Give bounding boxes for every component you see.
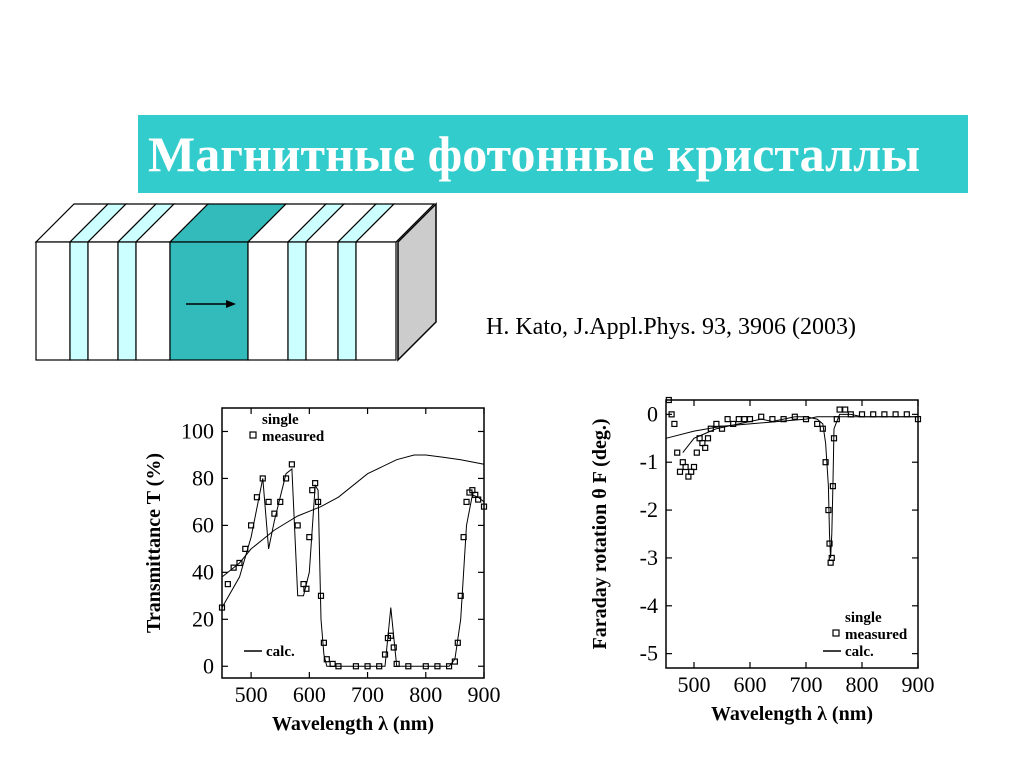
x-tick-label: 800 (846, 672, 879, 697)
measured-point (381, 651, 389, 658)
x-tick-label: 900 (468, 682, 501, 707)
y-axis-label: Faraday rotation θ F (deg.) (589, 419, 611, 650)
legend-square-marker (832, 629, 840, 637)
measured-point (303, 585, 310, 592)
x-tick-label: 800 (409, 682, 442, 707)
measured-point (690, 463, 698, 471)
measured-point (320, 639, 327, 646)
legend-square-marker (249, 431, 257, 439)
measured-point (758, 413, 765, 420)
slide-title: Магнитные фотонные кристаллы (148, 126, 921, 182)
measured-point (277, 498, 284, 506)
y-tick-label: -3 (640, 545, 658, 570)
measured-point (480, 503, 488, 510)
x-axis-label: Wavelength λ (nm) (711, 703, 873, 725)
y-tick-label: 60 (192, 512, 214, 537)
measured-point (724, 416, 731, 423)
layer-front-5 (169, 241, 249, 361)
measured-point (271, 510, 278, 517)
series-line-single (221, 454, 485, 578)
measured-point (668, 411, 675, 418)
stack-side-face (397, 202, 437, 362)
x-tick-label: 700 (351, 682, 384, 707)
series-line-single (665, 416, 918, 439)
magnetization-arrow-head (226, 300, 236, 308)
x-axis-label: Wavelength λ (nm) (272, 713, 434, 735)
measured-point (676, 468, 684, 475)
x-tick-label: 500 (678, 672, 711, 697)
y-tick-label: 0 (203, 653, 214, 678)
measured-point (870, 411, 877, 418)
measured-point (218, 604, 226, 611)
y-tick-label: 100 (181, 418, 214, 443)
measured-point (730, 420, 737, 428)
measured-point (903, 411, 910, 418)
measured-point (693, 449, 700, 456)
series-line-calc (221, 467, 485, 667)
y-tick-label: -4 (640, 593, 658, 618)
measured-point (463, 498, 470, 506)
legend-entry: calc. (266, 644, 295, 660)
measured-point (822, 459, 829, 466)
measured-point (230, 564, 237, 571)
y-tick-label: 0 (647, 401, 658, 426)
legend-entry: calc. (845, 644, 874, 660)
measured-point (665, 396, 672, 404)
measured-point (713, 420, 720, 428)
plot-frame (221, 407, 485, 679)
measured-point (735, 416, 742, 423)
measured-point (288, 461, 295, 468)
y-tick-label: 40 (192, 559, 214, 584)
measured-point (282, 475, 290, 482)
measured-point (323, 656, 330, 663)
citation: H. Kato, J.Appl.Phys. 93, 3906 (2003) (486, 314, 856, 340)
y-tick-label: 20 (192, 606, 214, 631)
series-line-calc (682, 413, 918, 558)
measured-point (457, 592, 464, 599)
measured-point (224, 580, 231, 588)
x-tick-label: 600 (293, 682, 326, 707)
measured-point (265, 498, 272, 506)
measured-point (236, 559, 243, 567)
measured-point (825, 506, 832, 514)
measured-point (702, 444, 709, 451)
y-tick-label: -2 (640, 497, 658, 522)
plot-frame (665, 399, 919, 669)
title-bar: Магнитные фотонные кристаллы (138, 115, 968, 193)
measured-point (892, 411, 899, 418)
x-tick-label: 600 (734, 672, 767, 697)
measured-point (294, 522, 301, 529)
layer-front-2 (87, 241, 119, 361)
x-tick-label: 700 (790, 672, 823, 697)
layer-front-8 (305, 241, 339, 361)
legend-entry: measured (262, 429, 325, 445)
measured-point (674, 449, 681, 456)
y-axis-label: Transmittance T (%) (143, 453, 165, 633)
y-tick-label: -5 (640, 641, 658, 666)
layer-front-6 (247, 241, 289, 361)
legend-entry: single (845, 610, 882, 626)
measured-point (682, 463, 689, 471)
measured-point (704, 435, 712, 442)
y-tick-label: -1 (640, 449, 658, 474)
legend-entry: measured (845, 627, 908, 643)
measured-point (390, 644, 397, 651)
measured-point (836, 406, 843, 413)
measured-point (814, 420, 821, 428)
measured-point (881, 411, 888, 418)
measured-point (718, 425, 726, 432)
measured-point (671, 420, 678, 428)
x-tick-label: 500 (235, 682, 268, 707)
layer-front-4 (135, 241, 171, 361)
y-tick-label: 80 (192, 465, 214, 490)
x-tick-label: 900 (902, 672, 935, 697)
measured-point (741, 416, 748, 423)
layer-front-10 (355, 241, 397, 361)
legend-entry: single (262, 412, 299, 428)
measured-point (828, 554, 835, 562)
measured-point (842, 406, 849, 413)
